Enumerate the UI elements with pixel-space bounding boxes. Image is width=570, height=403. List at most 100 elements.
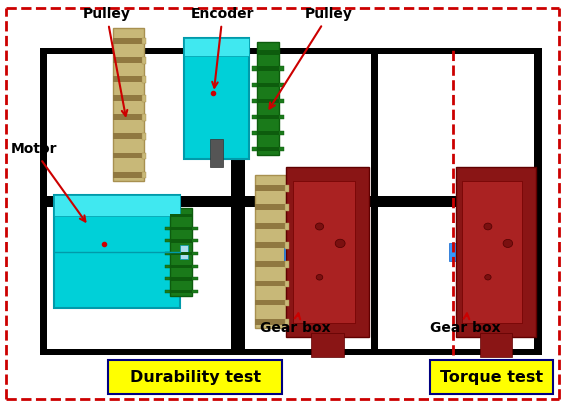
Bar (251, 131, 257, 135)
Bar (279, 83, 284, 87)
Bar (113, 114, 144, 120)
Bar (251, 147, 257, 151)
Bar (142, 172, 146, 179)
Bar (170, 208, 192, 296)
Bar (285, 280, 288, 287)
Bar (40, 48, 542, 355)
Bar (286, 167, 369, 337)
Text: Encoder: Encoder (191, 7, 254, 87)
Bar (279, 147, 284, 151)
Bar (184, 38, 250, 56)
Bar (284, 243, 298, 261)
Bar (54, 195, 180, 308)
Bar (170, 264, 192, 268)
Bar (108, 360, 282, 394)
Text: Torque test: Torque test (440, 370, 543, 384)
Bar (255, 223, 286, 229)
Bar (257, 131, 279, 135)
Bar (192, 226, 197, 230)
Text: Motor: Motor (10, 142, 86, 222)
Bar (285, 185, 288, 191)
Bar (192, 290, 197, 293)
Bar (255, 319, 286, 325)
Bar (285, 242, 288, 249)
Bar (285, 204, 288, 211)
Bar (285, 262, 288, 268)
Bar (285, 319, 288, 326)
Bar (170, 290, 192, 293)
Bar (251, 115, 257, 119)
Ellipse shape (335, 239, 345, 247)
Ellipse shape (503, 239, 512, 247)
Bar (462, 181, 522, 323)
Bar (279, 99, 284, 103)
Bar (311, 333, 344, 357)
Bar (113, 133, 144, 139)
Bar (113, 57, 144, 62)
Bar (257, 42, 279, 155)
Bar (165, 226, 170, 230)
Bar (113, 172, 144, 177)
Bar (165, 264, 170, 268)
Bar (257, 50, 279, 55)
Bar (170, 226, 192, 230)
Ellipse shape (316, 274, 323, 280)
Bar (113, 95, 144, 101)
Bar (255, 262, 286, 267)
Text: Pulley: Pulley (83, 7, 131, 116)
Bar (246, 207, 371, 349)
Bar (255, 300, 286, 305)
Bar (192, 277, 197, 280)
Bar (180, 245, 188, 259)
Bar (257, 66, 279, 71)
Bar (255, 204, 286, 210)
Bar (285, 223, 288, 230)
Bar (165, 252, 170, 255)
Bar (430, 360, 553, 394)
Bar (257, 83, 279, 87)
Bar (165, 239, 170, 242)
Bar (142, 57, 146, 64)
Bar (142, 133, 146, 140)
Bar (255, 280, 286, 286)
Bar (47, 54, 231, 196)
Bar (251, 83, 257, 87)
Bar (279, 131, 284, 135)
Bar (142, 76, 146, 83)
Bar (251, 66, 257, 71)
Bar (113, 76, 144, 82)
Bar (279, 66, 284, 71)
Bar (113, 153, 144, 158)
Bar (113, 28, 144, 181)
Ellipse shape (315, 223, 324, 230)
Bar (170, 277, 192, 280)
Bar (165, 277, 170, 280)
Bar (113, 38, 144, 44)
Ellipse shape (484, 274, 491, 280)
Bar (165, 290, 170, 293)
Bar (293, 181, 355, 323)
Bar (257, 115, 279, 119)
Bar (142, 95, 146, 102)
Bar (251, 99, 257, 103)
Bar (210, 139, 223, 167)
Bar (257, 99, 279, 103)
Bar (285, 300, 288, 306)
Bar (257, 147, 279, 152)
Bar (184, 38, 250, 159)
Bar (449, 243, 463, 261)
Text: Gear box: Gear box (260, 314, 331, 335)
Bar (378, 54, 534, 196)
Bar (142, 153, 146, 159)
Bar (170, 239, 192, 243)
Bar (255, 175, 286, 328)
Bar (255, 242, 286, 248)
Bar (192, 252, 197, 255)
Bar (456, 167, 536, 337)
Bar (279, 115, 284, 119)
Bar (142, 114, 146, 121)
Bar (378, 207, 534, 349)
Bar (480, 333, 512, 357)
Ellipse shape (484, 223, 492, 230)
Text: Durability test: Durability test (129, 370, 261, 384)
